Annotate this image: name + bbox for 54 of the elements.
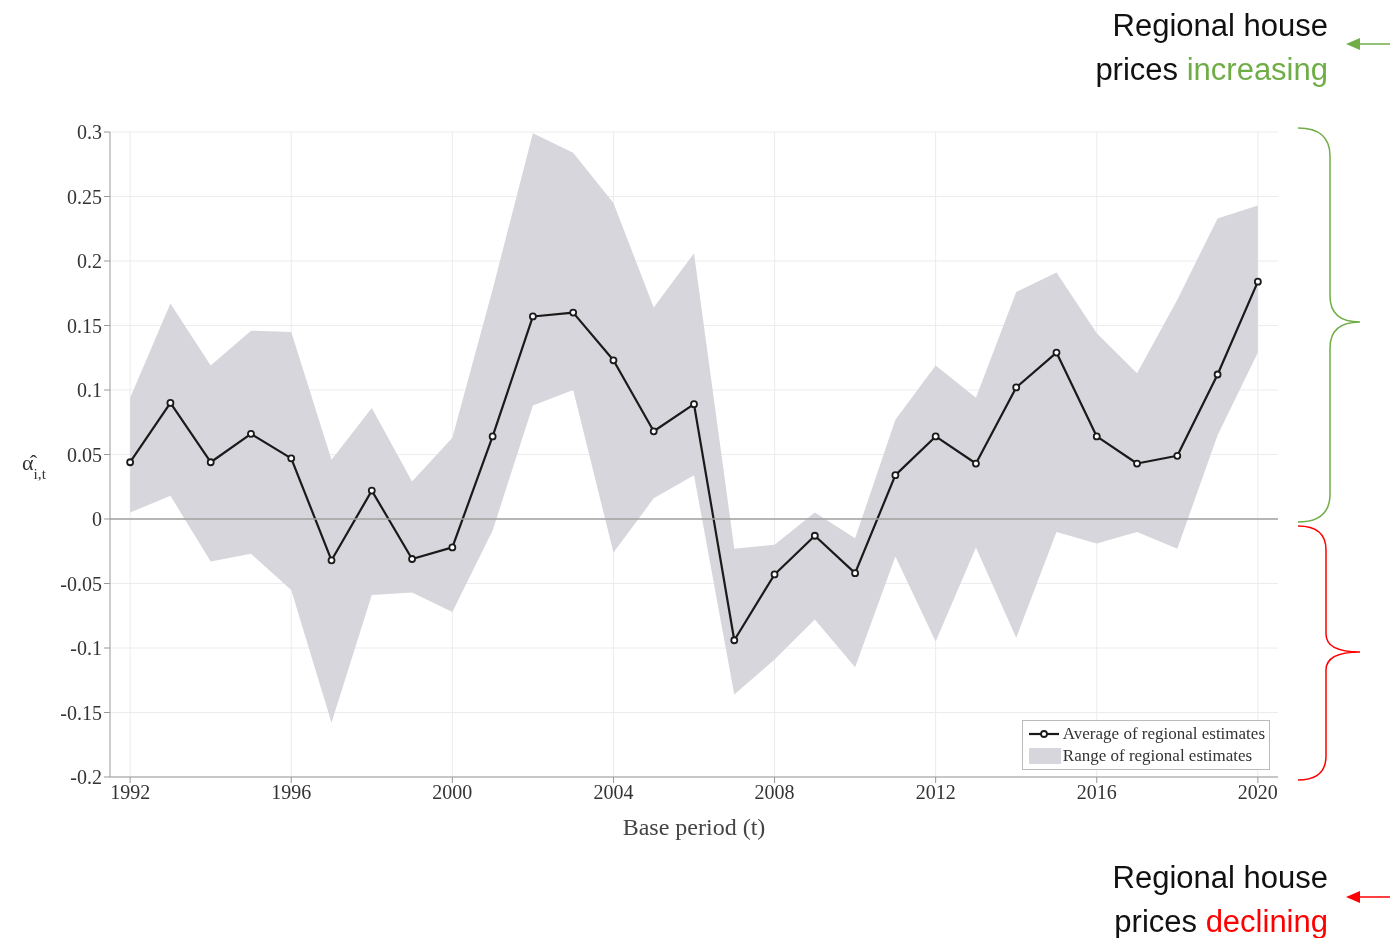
y-tick-label: 0.05: [67, 443, 102, 466]
point: [367, 486, 376, 495]
annotation: Range of regional estimates: [1062, 745, 1253, 767]
point: [408, 555, 416, 563]
y-tick-label: 0.1: [77, 379, 102, 402]
point: [1012, 383, 1021, 392]
point: [690, 400, 698, 409]
y-tick-label: 0: [92, 508, 102, 531]
point: [972, 459, 980, 468]
point: [247, 429, 255, 438]
point: [931, 432, 940, 441]
point: [1213, 370, 1222, 379]
y-tick-label: -0.15: [60, 701, 102, 724]
point: [1173, 451, 1182, 460]
point: [206, 458, 215, 467]
point: [1133, 459, 1141, 468]
text: Regional house prices increasing: [1095, 7, 1328, 89]
point: [851, 569, 859, 578]
y-tick-label: 0.3: [77, 121, 102, 144]
x-axis-title: Base period (t): [622, 814, 766, 840]
y-tick-label: 0.15: [67, 314, 102, 337]
point: [609, 356, 618, 365]
x-tick-label: 2020: [1237, 781, 1278, 804]
legend-label: Average of regional estimates: [1062, 723, 1265, 745]
y-axis-title: α̂$_{i,t}$: [22, 450, 47, 482]
point: [770, 570, 779, 579]
x-tick-label: 2000: [432, 781, 473, 804]
y-tick-label: -0.2: [70, 766, 102, 789]
x-tick-label: 2004: [593, 781, 634, 804]
point: [529, 312, 537, 321]
y-tick-label: -0.1: [70, 637, 102, 660]
x-tick-label: 1996: [271, 781, 312, 804]
point: [1052, 348, 1061, 357]
point: [730, 636, 739, 645]
point: [1092, 432, 1101, 441]
point: [1253, 277, 1262, 286]
point: [287, 454, 296, 463]
point: [891, 471, 900, 480]
x-tick-label: 1992: [110, 781, 151, 804]
point: [649, 427, 658, 436]
point: [569, 308, 578, 317]
point: [327, 556, 336, 565]
y-tick-label: 0.2: [77, 250, 102, 273]
point: [488, 432, 497, 441]
y-tick-label: -0.05: [60, 572, 102, 595]
x-tick-label: 2016: [1076, 781, 1117, 804]
text: Regional house prices declining: [1112, 859, 1328, 938]
point: [810, 531, 819, 540]
point: [166, 399, 175, 407]
point: [126, 458, 135, 467]
point: [448, 543, 457, 552]
y-tick-label: 0.25: [67, 185, 102, 208]
x-tick-label: 2008: [754, 781, 795, 804]
x-tick-label: 2012: [915, 781, 956, 804]
